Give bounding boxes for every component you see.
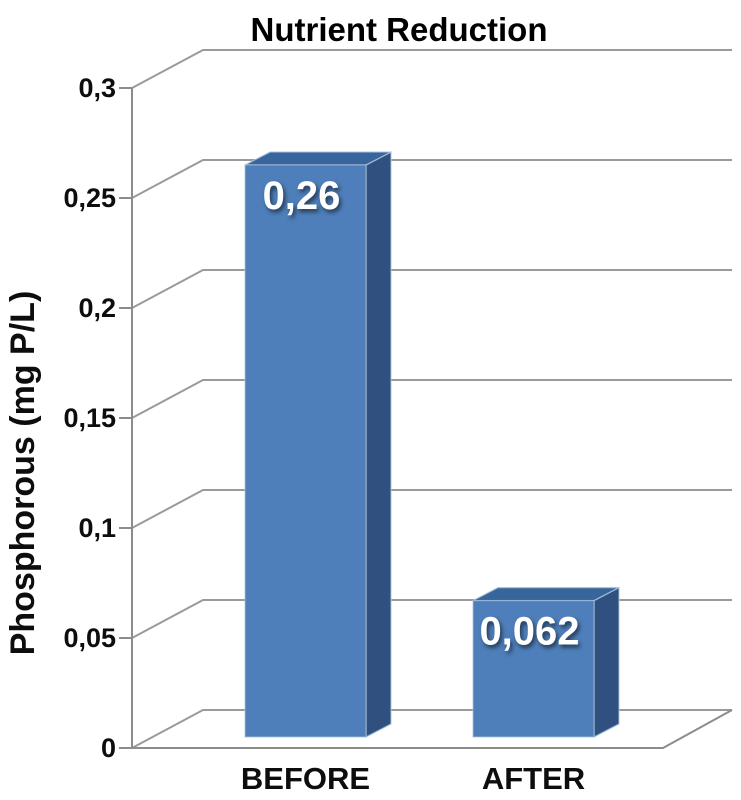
bars-group xyxy=(244,150,620,739)
labels-group: 0,26 BEFORE 0,062 AFTER xyxy=(241,174,585,796)
y-tick-label: 0,1 xyxy=(78,513,116,543)
gridline xyxy=(131,159,732,199)
y-tick-label: 0,15 xyxy=(63,403,116,433)
floor-group xyxy=(132,709,733,749)
gridlines-group xyxy=(131,49,732,749)
y-tick-label: 0,25 xyxy=(63,183,116,213)
x-category-label: BEFORE xyxy=(241,761,370,796)
gridline xyxy=(131,709,732,749)
bar-before xyxy=(244,150,392,739)
bar-front-face xyxy=(244,164,367,738)
x-category-label: AFTER xyxy=(482,761,585,796)
chart-title: Nutrient Reduction xyxy=(251,11,548,48)
bar-top-face xyxy=(472,586,620,602)
y-tick-label: 0,05 xyxy=(63,623,116,653)
bar-side-face xyxy=(365,150,392,739)
gridline xyxy=(131,269,732,309)
y-axis-group: 0 0,05 0,1 0,15 0,2 0,25 0,3 xyxy=(63,73,133,763)
y-tick-label: 0,3 xyxy=(78,73,116,103)
gridline xyxy=(131,489,732,529)
y-tick-label: 0,2 xyxy=(78,293,116,323)
y-axis-title: Phosphorous (mg P/L) xyxy=(4,291,42,656)
gridline xyxy=(131,599,732,639)
bar-value-label: 0,26 xyxy=(263,174,341,218)
bar-side-face xyxy=(593,586,620,739)
bar-front-face xyxy=(472,599,595,738)
gridline xyxy=(131,49,732,89)
bar-after xyxy=(472,586,620,739)
bar-top-face xyxy=(244,151,392,166)
bar-value-label: 0,062 xyxy=(479,610,579,654)
floor-outline xyxy=(132,709,733,749)
gridline xyxy=(131,379,732,419)
y-tick-label: 0 xyxy=(101,733,116,763)
